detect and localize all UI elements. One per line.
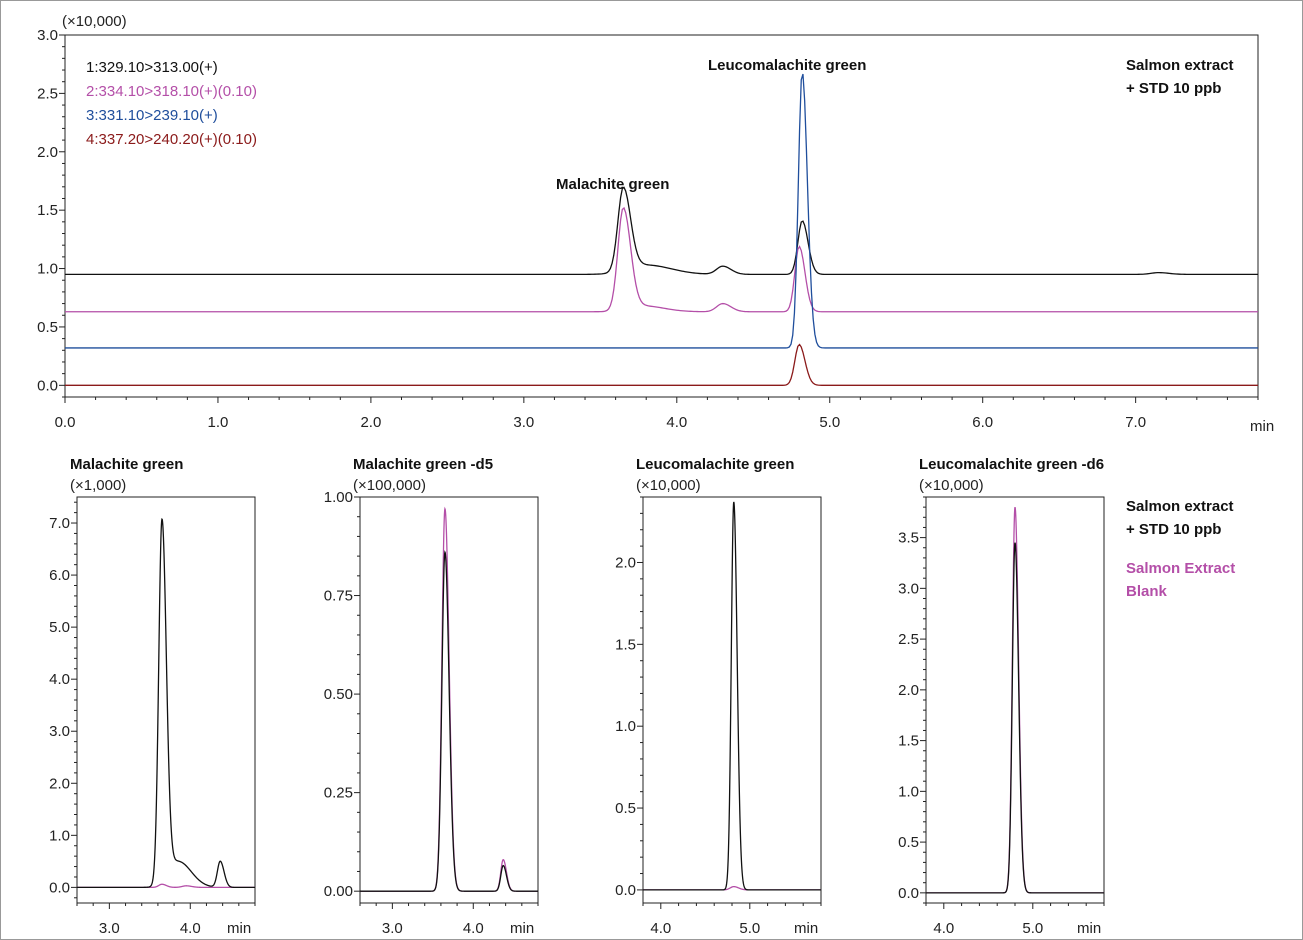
main-series-2-trace: [65, 206, 1258, 313]
main-x-tick-label: 0.0: [55, 414, 76, 431]
legend-entry-4: 4:337.20>240.20(+)(0.10): [86, 131, 257, 148]
lmg-series-2-trace: [643, 501, 821, 891]
mg-y-tick-label: 7.0: [49, 515, 70, 532]
lmg-y-tick-label: 0.5: [615, 800, 636, 817]
lmgd6-y-tick-label: 2.0: [898, 682, 919, 699]
side-legend-blank-line2: Blank: [1126, 583, 1168, 600]
main-x-tick-label: 7.0: [1125, 414, 1146, 431]
leucomalachite-green-panel: 0.0 0.5 1.0 1.5 2.0 4.0 5.0: [615, 496, 822, 937]
mgd5-panel-title: Malachite green -d5: [353, 456, 493, 473]
main-x-tick-label: 5.0: [819, 414, 840, 431]
lmgd6-y-tick-label: 0.5: [898, 834, 919, 851]
mg-x-tick-label: 4.0: [180, 920, 201, 937]
mg-x-tick-label: 3.0: [99, 920, 120, 937]
lmg-x-tick-label: 4.0: [650, 920, 671, 937]
mg-y-tick-label: 0.0: [49, 879, 70, 896]
mgd5-panel-multiplier: (×100,000): [353, 477, 426, 494]
main-sample-label-line1: Salmon extract: [1126, 57, 1234, 74]
legend-entry-2: 2:334.10>318.10(+)(0.10): [86, 83, 257, 100]
annotation-leucomalachite-green: Leucomalachite green: [708, 57, 866, 74]
lmg-y-tick-label: 1.5: [615, 636, 636, 653]
main-x-tick-label: 4.0: [666, 414, 687, 431]
lmg-panel-title: Leucomalachite green: [636, 456, 794, 473]
main-series-1-trace: [65, 186, 1258, 276]
main-x-tick-label: 6.0: [972, 414, 993, 431]
side-legend-sample-line1: Salmon extract: [1126, 498, 1234, 515]
mg-series-2-trace: [77, 517, 255, 889]
main-sample-label-line2: + STD 10 ppb: [1126, 80, 1221, 97]
mgd5-plot-frame: [359, 496, 539, 904]
mgd5-y-tick-label: 0.00: [324, 883, 353, 900]
main-plot-frame: [64, 34, 1259, 398]
main-legend: 1:329.10>313.00(+) 2:334.10>318.10(+)(0.…: [86, 59, 257, 148]
malachite-green-d5-panel: 0.00 0.25 0.50 0.75 1.00 3.0 4.0: [324, 489, 539, 937]
mgd5-y-tick-label: 0.50: [324, 686, 353, 703]
main-series-3-trace: [65, 73, 1258, 349]
main-y-tick-label: 3.0: [37, 27, 58, 44]
lmgd6-x-tick-label: 5.0: [1022, 920, 1043, 937]
mg-y-tick-label: 6.0: [49, 567, 70, 584]
lmgd6-y-tick-label: 3.0: [898, 580, 919, 597]
leucomalachite-green-d6-panel: 0.0 0.5 1.0 1.5 2.0 2.5 3.0 3.5 4.0 5.0: [898, 496, 1105, 937]
lmgd6-y-tick-label: 1.5: [898, 733, 919, 750]
legend-entry-3: 3:331.10>239.10(+): [86, 107, 218, 124]
main-series-4-trace: [65, 343, 1258, 386]
lmgd6-y-tick-label: 2.5: [898, 631, 919, 648]
mg-panel-title: Malachite green: [70, 456, 183, 473]
mgd5-series-2-trace: [360, 550, 538, 892]
lmgd6-y-tick-label: 0.0: [898, 885, 919, 902]
main-y-tick-label: 2.5: [37, 85, 58, 102]
main-multiplier: (×10,000): [62, 13, 127, 30]
malachite-green-panel: 0.0 1.0 2.0 3.0 4.0 5.0 6.0 7.0 3.0 4.0: [49, 496, 256, 937]
side-legend-blank-line1: Salmon Extract: [1126, 560, 1235, 577]
mg-y-tick-label: 2.0: [49, 775, 70, 792]
main-y-tick-label: 2.0: [37, 144, 58, 161]
mgd5-y-tick-label: 1.00: [324, 489, 353, 506]
lmgd6-panel-multiplier: (×10,000): [919, 477, 984, 494]
lmgd6-x-unit: min: [1077, 920, 1101, 937]
lmgd6-x-tick-label: 4.0: [933, 920, 954, 937]
mg-y-tick-label: 3.0: [49, 723, 70, 740]
mg-y-tick-label: 4.0: [49, 671, 70, 688]
main-chromatogram-panel: 0.0 0.5 1.0 1.5 2.0 2.5 3.0 0.0 1.0 2.0 3.0 4.0 5.0 6…: [37, 27, 1259, 431]
lmgd6-panel-title: Leucomalachite green -d6: [919, 456, 1104, 473]
mg-panel-multiplier: (×1,000): [70, 477, 126, 494]
mgd5-x-tick-label: 3.0: [382, 920, 403, 937]
mg-y-tick-label: 5.0: [49, 619, 70, 636]
lmg-y-tick-label: 0.0: [615, 882, 636, 899]
lmg-y-tick-label: 1.0: [615, 718, 636, 735]
lmgd6-y-tick-label: 3.5: [898, 530, 919, 547]
side-legend: Salmon extract + STD 10 ppb Salmon Extra…: [1126, 498, 1235, 600]
mg-x-unit: min: [227, 920, 251, 937]
lmg-x-tick-label: 5.0: [739, 920, 760, 937]
side-legend-sample-line2: + STD 10 ppb: [1126, 521, 1221, 538]
main-x-unit: min: [1250, 418, 1274, 435]
lmg-y-tick-label: 2.0: [615, 554, 636, 571]
mgd5-y-tick-label: 0.25: [324, 785, 353, 802]
main-y-tick-label: 1.0: [37, 261, 58, 278]
legend-entry-1: 1:329.10>313.00(+): [86, 59, 218, 76]
main-x-tick-label: 3.0: [513, 414, 534, 431]
lmg-panel-multiplier: (×10,000): [636, 477, 701, 494]
annotation-malachite-green: Malachite green: [556, 176, 669, 193]
mg-y-tick-label: 1.0: [49, 827, 70, 844]
lmg-x-unit: min: [794, 920, 818, 937]
mgd5-x-tick-label: 4.0: [463, 920, 484, 937]
main-y-tick-label: 1.5: [37, 202, 58, 219]
lmgd6-y-tick-label: 1.0: [898, 783, 919, 800]
mgd5-x-unit: min: [510, 920, 534, 937]
lmgd6-series-2-trace: [926, 542, 1104, 894]
main-y-tick-label: 0.0: [37, 377, 58, 394]
mgd5-y-tick-label: 0.75: [324, 588, 353, 605]
main-x-tick-label: 1.0: [208, 414, 229, 431]
main-x-tick-label: 2.0: [360, 414, 381, 431]
main-y-tick-label: 0.5: [37, 319, 58, 336]
